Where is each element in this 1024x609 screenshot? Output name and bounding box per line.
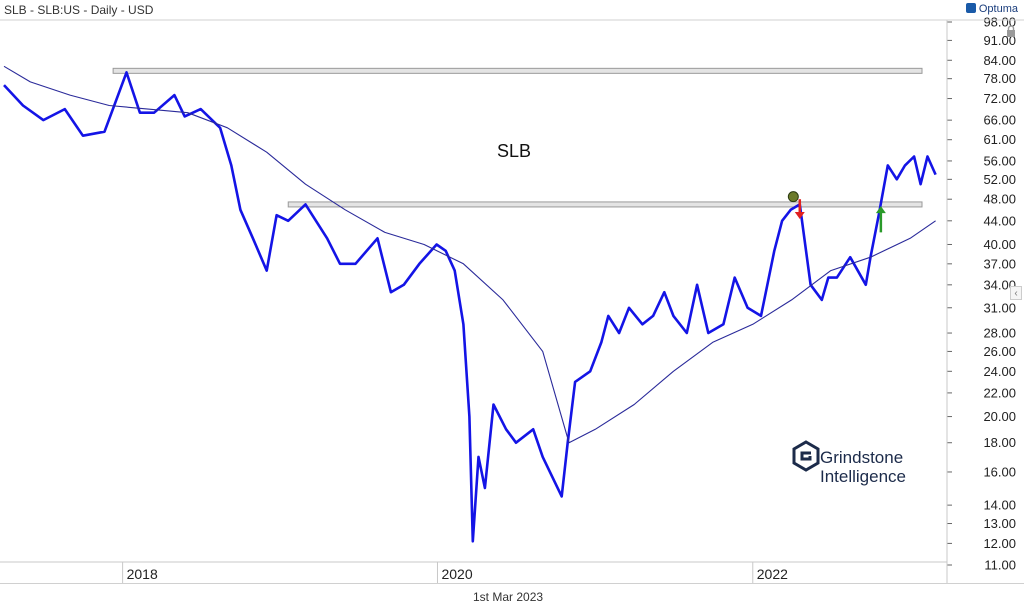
y-axis: 98.0091.0084.0078.0072.0066.0061.0056.00… [947, 15, 1016, 573]
y-tick-label: 37.00 [983, 256, 1016, 271]
y-tick-label: 31.00 [983, 300, 1016, 315]
y-tick-label: 52.00 [983, 172, 1016, 187]
y-tick-label: 18.00 [983, 435, 1016, 450]
y-tick-label: 26.00 [983, 344, 1016, 359]
y-tick-label: 40.00 [983, 237, 1016, 252]
x-tick-label: 2018 [127, 566, 158, 582]
logo-line-1: Grindstone [820, 448, 904, 467]
level-band [112, 67, 923, 74]
y-tick-label: 61.00 [983, 132, 1016, 147]
y-tick-label: 66.00 [983, 113, 1016, 128]
x-tick-label: 2020 [441, 566, 472, 582]
lock-icon[interactable] [1006, 25, 1016, 37]
chart-series [3, 65, 937, 543]
chart-header: SLB - SLB:US - Daily - USD Optuma [0, 0, 1024, 20]
y-tick-label: 22.00 [983, 385, 1016, 400]
x-tick-label: 2022 [757, 566, 788, 582]
x-axis: 2018 2020 2022 [122, 562, 788, 583]
price-line [3, 71, 937, 543]
logo-line-2: Intelligence [820, 467, 907, 486]
breakout-marker [787, 191, 799, 203]
y-tick-label: 84.00 [983, 53, 1016, 68]
footer-date: 1st Mar 2023 [473, 590, 544, 604]
y-tick-label: 44.00 [983, 213, 1016, 228]
y-tick-label: 72.00 [983, 91, 1016, 106]
optuma-icon [965, 3, 976, 13]
chart-label-slb: SLB [497, 141, 531, 161]
up-arrow-head [875, 206, 886, 214]
support-resistance-levels [112, 67, 923, 208]
y-tick-label: 16.00 [983, 464, 1016, 479]
y-tick-label: 34.00 [983, 277, 1016, 292]
moving-average-line [3, 65, 936, 444]
down-arrow-head [794, 212, 805, 220]
y-tick-label: 28.00 [983, 326, 1016, 341]
y-tick-label: 12.00 [983, 536, 1016, 551]
chart-footer: 1st Mar 2023 [0, 583, 1024, 609]
brand-name: Optuma [978, 3, 1018, 15]
y-tick-label: 56.00 [983, 153, 1016, 168]
symbol-title: SLB - SLB:US - Daily - USD [4, 3, 154, 17]
y-tick-label: 98.00 [983, 15, 1016, 30]
level-band [287, 201, 923, 208]
brand-badge: Optuma [965, 3, 1018, 15]
y-tick-label: 78.00 [983, 71, 1016, 86]
chevron-left-icon[interactable]: ‹ [1010, 286, 1022, 300]
y-tick-label: 20.00 [983, 409, 1016, 424]
y-tick-label: 11.00 [984, 558, 1016, 573]
y-tick-label: 14.00 [983, 498, 1016, 513]
y-tick-label: 24.00 [983, 364, 1016, 379]
y-tick-label: 13.00 [983, 516, 1016, 531]
grindstone-logo-icon [792, 440, 820, 472]
chart-annotations [787, 191, 886, 233]
y-tick-label: 48.00 [983, 192, 1016, 207]
